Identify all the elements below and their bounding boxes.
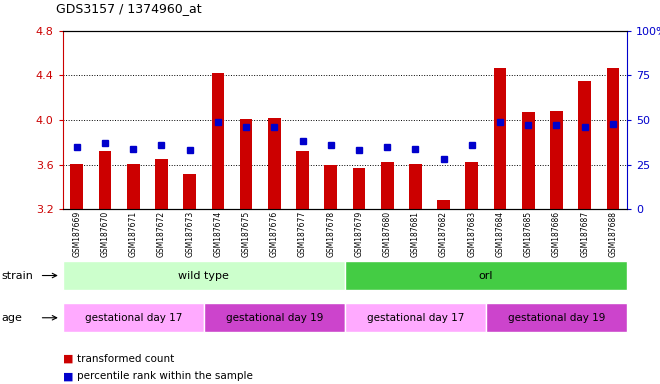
Text: strain: strain — [1, 270, 33, 281]
Text: age: age — [1, 313, 22, 323]
Bar — [522, 112, 535, 209]
Bar — [155, 159, 168, 209]
Bar — [409, 164, 422, 209]
Bar — [268, 118, 280, 209]
Bar — [240, 119, 252, 209]
Text: ■: ■ — [63, 371, 73, 381]
Bar — [296, 151, 309, 209]
Bar — [127, 164, 139, 209]
Bar — [465, 162, 478, 209]
Bar — [438, 200, 450, 209]
Text: gestational day 19: gestational day 19 — [508, 313, 605, 323]
Text: orl: orl — [478, 270, 493, 281]
Text: wild type: wild type — [178, 270, 229, 281]
Bar — [381, 162, 393, 209]
Text: ■: ■ — [63, 354, 73, 364]
Bar — [550, 111, 563, 209]
Bar — [183, 174, 196, 209]
Text: GDS3157 / 1374960_at: GDS3157 / 1374960_at — [56, 2, 202, 15]
Bar — [325, 165, 337, 209]
Text: transformed count: transformed count — [77, 354, 174, 364]
Bar — [71, 164, 83, 209]
Bar — [99, 151, 112, 209]
Bar — [607, 68, 619, 209]
Bar — [578, 81, 591, 209]
Bar — [352, 168, 365, 209]
Text: gestational day 17: gestational day 17 — [367, 313, 464, 323]
Text: gestational day 19: gestational day 19 — [226, 313, 323, 323]
Text: percentile rank within the sample: percentile rank within the sample — [77, 371, 253, 381]
Bar — [494, 68, 506, 209]
Bar — [212, 73, 224, 209]
Text: gestational day 17: gestational day 17 — [84, 313, 182, 323]
